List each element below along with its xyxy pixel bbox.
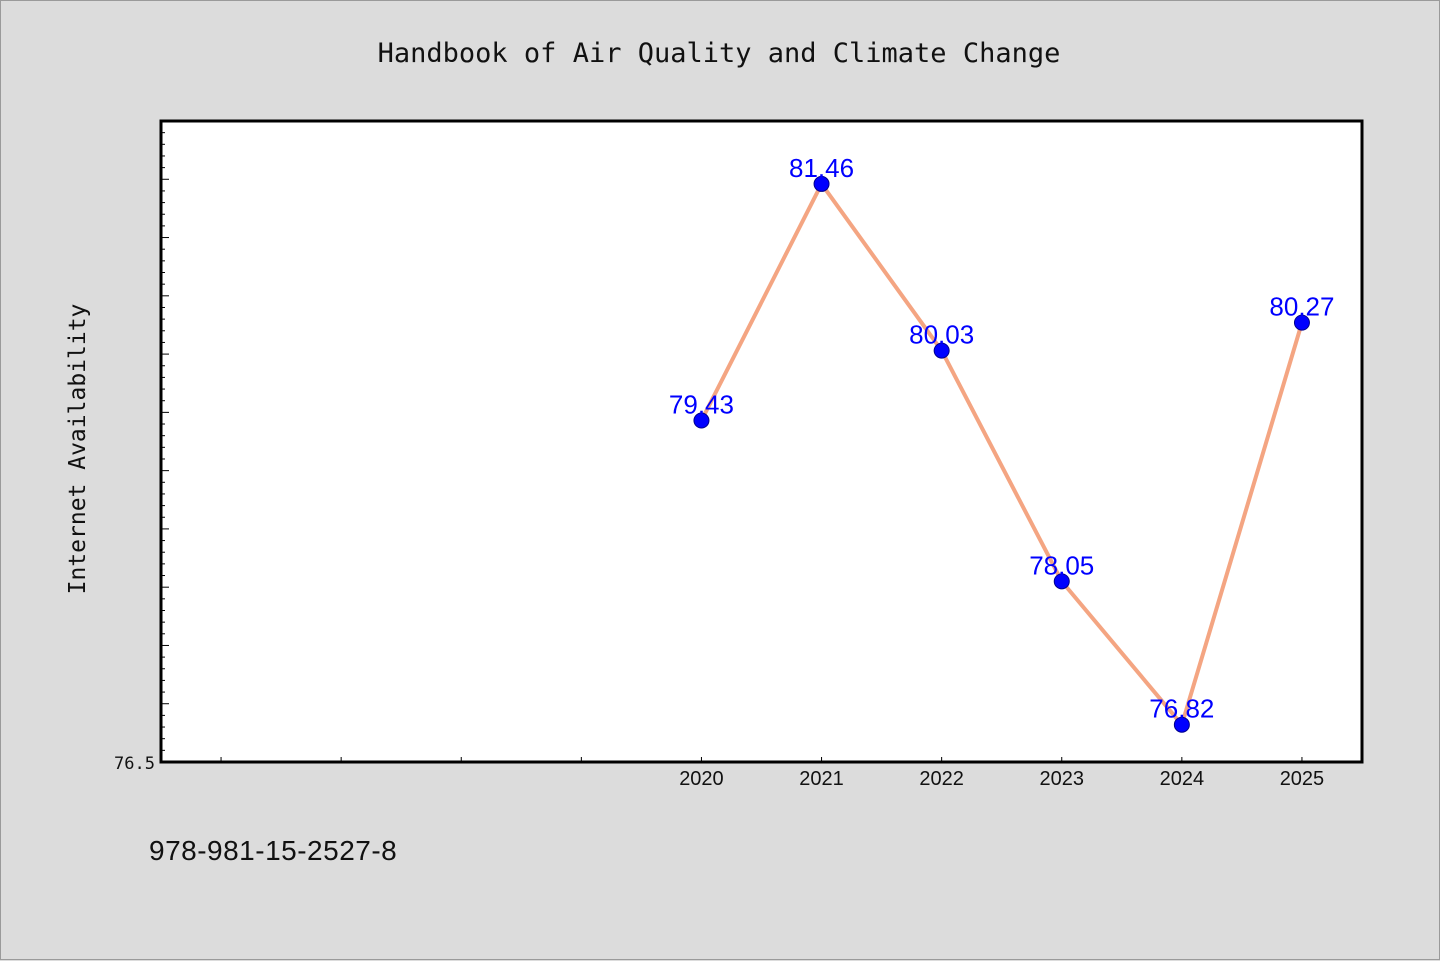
data-point bbox=[1173, 716, 1190, 733]
plot-frame bbox=[159, 119, 1364, 764]
x-tick-label: 2024 bbox=[1160, 768, 1205, 790]
chart-title: Handbook of Air Quality and Climate Chan… bbox=[378, 38, 1061, 69]
x-tick-label: 2021 bbox=[799, 768, 844, 790]
data-label: 81.46 bbox=[789, 153, 854, 183]
x-tick-label: 2025 bbox=[1280, 768, 1325, 790]
data-point bbox=[693, 412, 710, 429]
data-point bbox=[1293, 314, 1310, 331]
data-label: 76.82 bbox=[1149, 694, 1214, 724]
data-label: 80.27 bbox=[1269, 292, 1334, 322]
data-point bbox=[933, 342, 950, 359]
data-point bbox=[1053, 573, 1070, 590]
data-point bbox=[813, 175, 830, 192]
series-line bbox=[699, 181, 1304, 727]
isbn-label: 978-981-15-2527-8 bbox=[149, 835, 398, 866]
data-label: 79.43 bbox=[669, 390, 734, 420]
x-tick-label: 2020 bbox=[679, 768, 724, 790]
data-label: 78.05 bbox=[1029, 550, 1094, 580]
x-tick-label: 2022 bbox=[919, 768, 964, 790]
plot-area bbox=[161, 121, 1362, 762]
x-tick-label: 2023 bbox=[1040, 768, 1085, 790]
data-label: 80.03 bbox=[909, 320, 974, 350]
y-tick-label: 76.5 bbox=[114, 754, 155, 774]
y-axis-label: Internet Availability bbox=[65, 304, 91, 595]
